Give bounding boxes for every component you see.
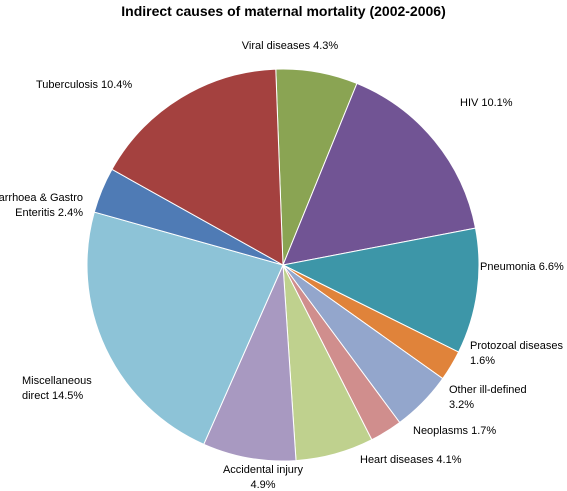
slice-label-tuberculosis: Tuberculosis 10.4%: [36, 79, 132, 91]
chart-title: Indirect causes of maternal mortality (2…: [121, 3, 446, 19]
pie-slices: [86, 68, 480, 462]
slice-label-miscellaneous-direct: Miscellaneous direct 14.5%: [22, 375, 92, 402]
slice-label-accidental-injury: Accidental injury 4.9%: [223, 464, 304, 491]
pie-slice-miscellaneous-direct: [86, 211, 284, 445]
pie-slice-hiv: [282, 82, 477, 266]
slice-label-heart-diseases: Heart diseases 4.1%: [360, 454, 462, 466]
slice-label-hiv: HIV 10.1%: [460, 97, 513, 109]
pie-labels: Viral diseases 4.3% HIV 10.1% Pneumonia 6.…: [0, 40, 564, 491]
pie-slice-pneumonia: [281, 227, 480, 353]
slice-label-neoplasms: Neoplasms 1.7%: [413, 425, 496, 437]
slice-label-pneumonia: Pneumonia 6.6%: [480, 261, 564, 273]
pie-slice-accidental-injury: [203, 264, 297, 462]
slice-label-protozoal-diseases: Protozoal diseases 1.6%: [470, 340, 563, 367]
slice-label-viral-diseases: Viral diseases 4.3%: [242, 40, 339, 52]
slice-label-other-ill-defined: Other ill-defined 3.2%: [449, 384, 527, 411]
pie-slice-tuberculosis: [111, 68, 284, 266]
